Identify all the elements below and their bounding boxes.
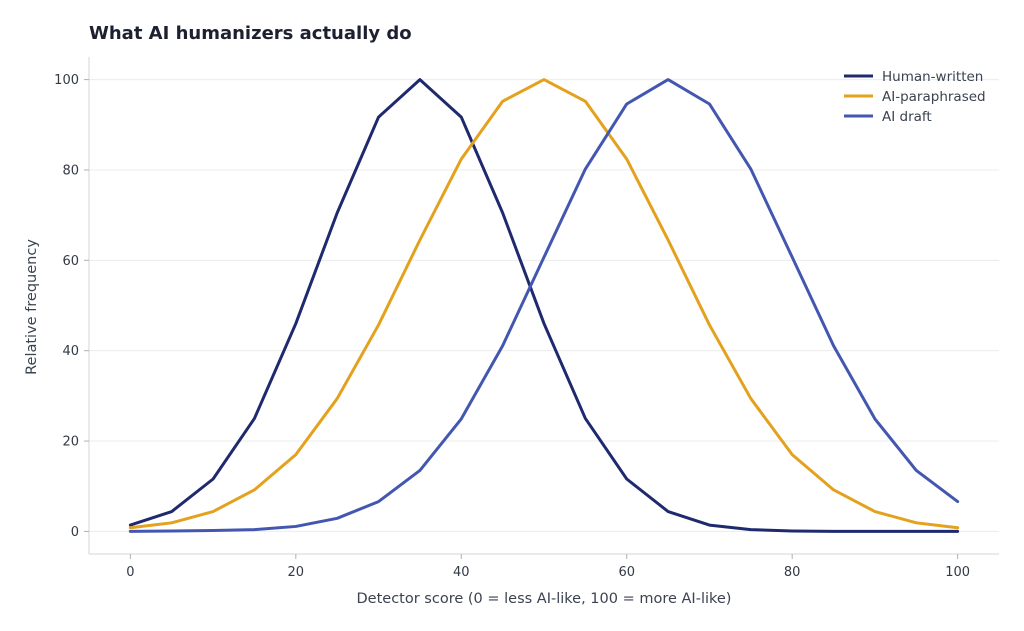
legend-label-ai-draft: AI draft	[882, 109, 932, 125]
series-line-human-written	[128, 78, 960, 533]
x-axis-ticks: 0 20 40 60 80 100	[126, 554, 970, 580]
x-tick-label-80: 80	[784, 565, 801, 580]
x-tick-label-40: 40	[453, 565, 470, 580]
x-tick-label-20: 20	[288, 565, 305, 580]
y-tick-label-0: 0	[71, 525, 79, 540]
y-axis-ticks: 0 20 40 60 80 100	[54, 73, 89, 540]
y-tick-label-40: 40	[62, 344, 79, 359]
legend-label-human-written: Human-written	[882, 69, 983, 85]
y-tick-label-80: 80	[62, 163, 79, 178]
legend: Human-written AI-paraphrased AI draft	[844, 69, 986, 125]
x-tick-label-100: 100	[945, 565, 970, 580]
y-tick-label-20: 20	[62, 435, 79, 450]
x-tick-label-0: 0	[126, 565, 134, 580]
series-group	[128, 78, 960, 533]
grid-lines	[89, 79, 999, 532]
y-tick-label-60: 60	[62, 254, 79, 269]
x-axis-label: Detector score (0 = less AI-like, 100 = …	[357, 591, 732, 607]
chart-title: What AI humanizers actually do	[89, 23, 412, 44]
legend-label-ai-paraphrased: AI-paraphrased	[882, 89, 986, 105]
y-axis-label: Relative frequency	[24, 239, 40, 375]
x-tick-label-60: 60	[618, 565, 635, 580]
series-line-ai-paraphrased	[128, 78, 960, 530]
axes	[88, 57, 999, 555]
series-line-ai-draft	[128, 78, 960, 533]
y-tick-label-100: 100	[54, 73, 79, 88]
